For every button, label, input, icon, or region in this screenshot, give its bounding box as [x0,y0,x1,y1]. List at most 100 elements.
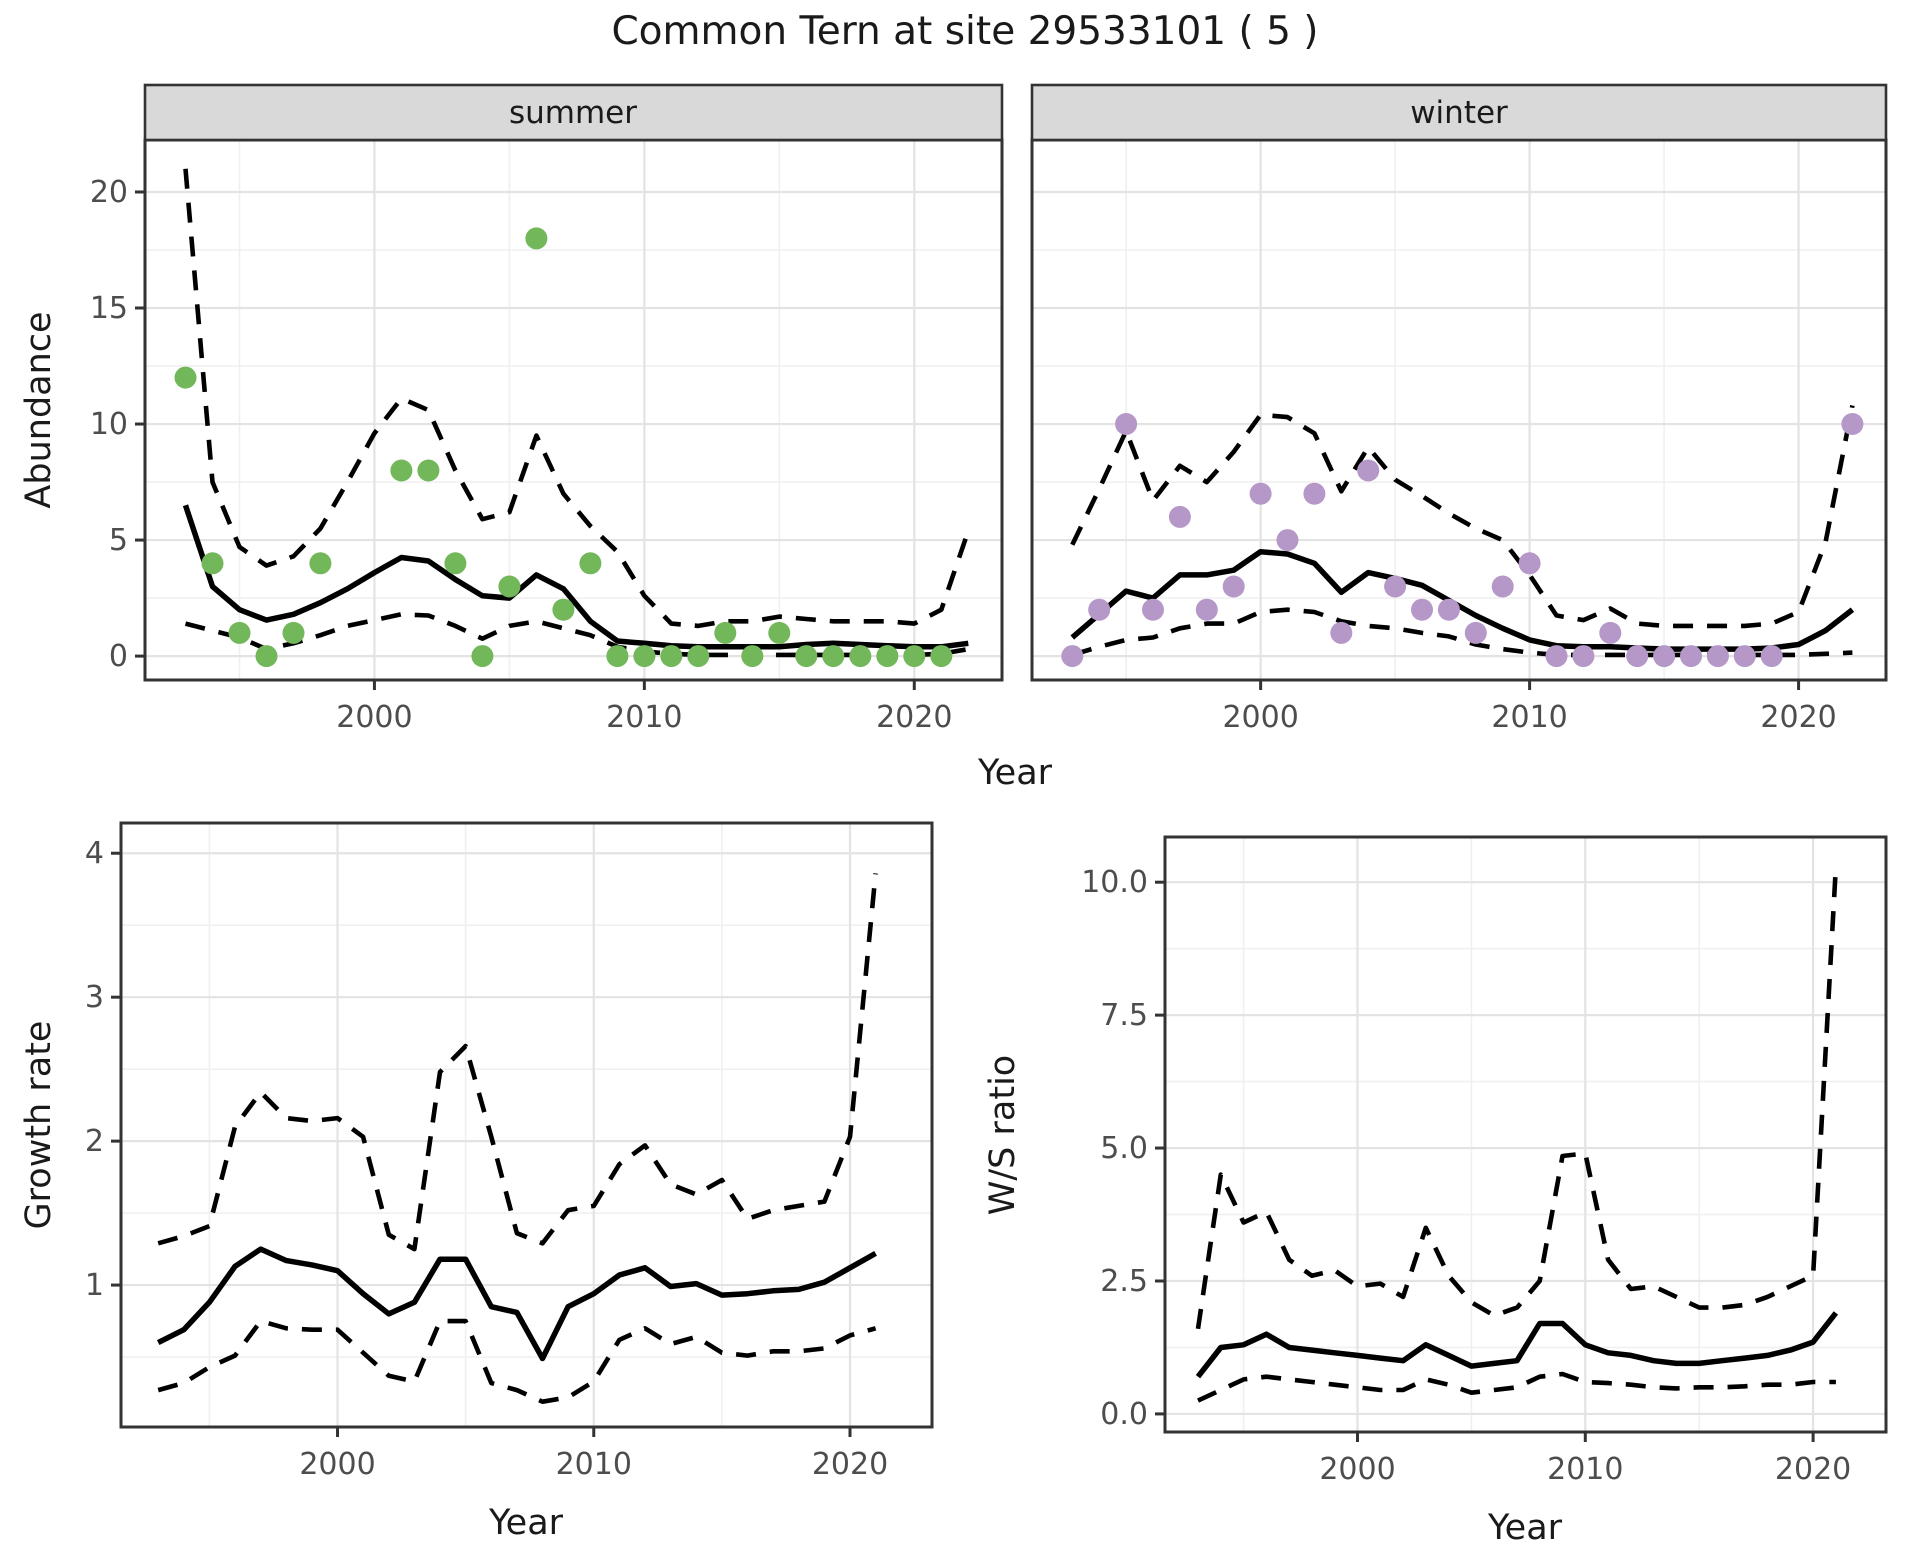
x-tick-label: 2020 [1775,1452,1851,1487]
panels-layer: 2000 2010 2020 0 5 10 15 20 2000 2010 2020 2000 2010… [85,83,1888,1487]
observed-abundance-summer-point [498,575,521,598]
x-tick-label: 2010 [556,1447,632,1482]
observed-abundance-summer-point [552,598,575,621]
observed-abundance-winter-point [1195,598,1218,621]
series-ci-upper-line [157,873,878,1252]
observed-abundance-winter-point [1142,598,1164,621]
y-tick-label: 0.0 [1100,1397,1148,1432]
panel-background [1032,140,1886,680]
observed-abundance-winter-point [1357,459,1380,482]
observed-abundance-summer-point [795,645,818,668]
observed-abundance-summer-point [174,366,197,389]
y-tick-label: 2 [85,1124,104,1159]
series-median-line [156,1246,877,1362]
observed-abundance-summer-point [228,621,251,644]
observed-abundance-summer-point [282,621,305,644]
facet-label-summer: summer [509,95,637,131]
observed-abundance-winter-point [1626,645,1649,668]
observed-abundance-winter-point [1545,645,1568,668]
y-tick-label: 5 [109,523,128,558]
x-tick-label: 2010 [606,700,682,735]
observed-abundance-summer-point [876,645,899,668]
observed-abundance-summer-point [579,552,602,575]
observed-abundance-summer-point [822,645,845,668]
observed-abundance-summer-point [660,645,683,668]
panel-background [121,823,932,1427]
plot-area [1195,866,1839,1403]
panel-abundance-winter: 2000 2010 2020 [1030,83,1888,735]
plot-area [156,873,878,1404]
observed-abundance-winter-point [1437,598,1460,621]
y-axis-title-growth-rate: Growth rate [19,1021,59,1230]
x-axis-title-year-ws: Year [1487,1508,1563,1548]
x-tick-label: 2020 [1760,700,1836,735]
observed-abundance-summer-point [606,645,629,668]
observed-abundance-winter-point [1384,575,1407,598]
observed-abundance-summer-point [255,645,278,668]
y-axis-title-ws-ratio: W/S ratio [983,1055,1023,1215]
panel-border [119,821,934,1429]
observed-abundance-summer-point [714,621,737,644]
observed-abundance-winter-point [1760,645,1783,668]
observed-abundance-summer-point [444,552,467,575]
series-ci-upper-line [183,168,971,629]
observed-abundance-winter-point [1599,621,1622,644]
y-tick-label: 0 [109,639,128,674]
plot-area [1061,405,1864,668]
series-ci-lower-line [1197,1371,1836,1403]
observed-abundance-summer-point [390,459,413,482]
observed-abundance-winter-point [1115,413,1138,435]
observed-abundance-winter-point [1061,645,1084,668]
y-tick-label: 7.5 [1100,998,1148,1033]
observed-abundance-summer-point [903,645,926,668]
x-tick-label: 2000 [336,700,412,735]
y-tick-label: 10 [90,407,128,442]
x-axis-title-year-top: Year [977,753,1053,793]
plot-area [174,168,971,668]
x-tick-label: 2010 [1547,1452,1623,1487]
panel-growth-rate: 2000 2010 2020 1 2 3 4 [85,821,934,1482]
y-tick-label: 2.5 [1100,1264,1148,1299]
series-ci-lower-line [184,612,969,658]
observed-abundance-winter-point [1706,645,1729,668]
observed-abundance-winter-point [1249,482,1272,505]
observed-abundance-summer-point [525,227,548,250]
x-tick-label: 2000 [299,1447,375,1482]
observed-abundance-summer-point [930,645,953,668]
figure-title: Common Tern at site 29533101 ( 5 ) [611,9,1318,54]
y-tick-label: 20 [90,175,128,210]
y-axis-title-abundance: Abundance [19,311,59,508]
facet-strip [1030,83,1888,142]
observed-abundance-summer-point [633,645,656,668]
observed-abundance-winter-point [1491,575,1514,598]
series-ci-upper-line [1070,405,1855,629]
series-median-line [1195,1311,1839,1379]
x-tick-label: 2000 [1319,1452,1395,1487]
x-tick-label: 2000 [1222,700,1298,735]
observed-abundance-summer-point [471,645,494,668]
observed-abundance-winter-point [1464,621,1487,644]
observed-abundance-winter-point [1411,598,1433,621]
panel-background [145,140,1002,680]
panel-ws-ratio: 2000 2010 2020 0.0 2.5 5.0 7.5 10.0 [1081,835,1888,1487]
observed-abundance-winter-point [1168,505,1191,528]
y-tick-label: 4 [85,836,104,871]
facet-label-winter: winter [1410,95,1508,131]
series-ci-upper-line [1195,866,1839,1330]
observed-abundance-winter-point [1653,645,1676,668]
x-axis-title-year-growth: Year [488,1503,564,1543]
observed-abundance-winter-point [1572,645,1595,668]
observed-abundance-summer-point [768,621,791,644]
y-tick-label: 5.0 [1100,1131,1148,1166]
series-ci-lower-line [157,1318,877,1404]
observed-abundance-winter-point [1680,645,1702,668]
observed-abundance-summer-point [309,552,332,575]
observed-abundance-summer-point [741,645,764,668]
x-tick-label: 2020 [812,1447,888,1482]
y-tick-label: 1 [85,1268,104,1303]
panel-background [1165,837,1886,1432]
y-tick-label: 10.0 [1081,865,1148,900]
observed-abundance-summer-point [417,459,440,482]
observed-abundance-winter-point [1303,482,1326,505]
